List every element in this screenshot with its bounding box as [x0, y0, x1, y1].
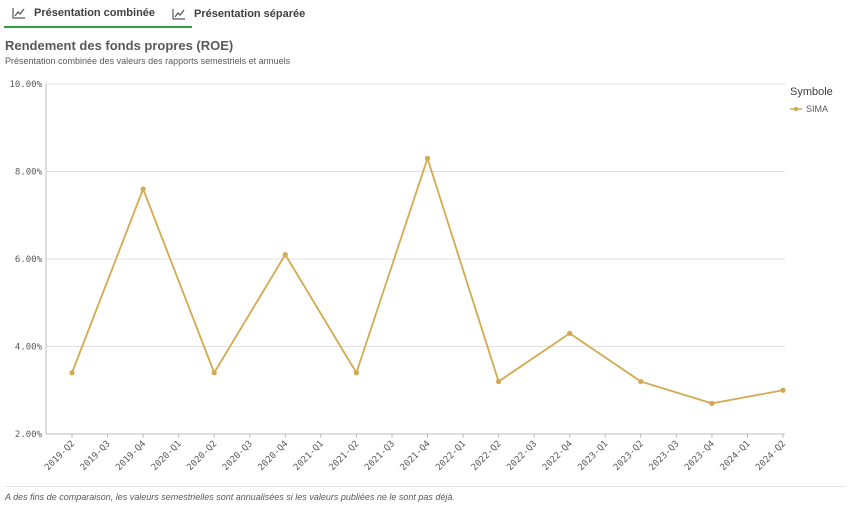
x-tick-label: 2019-Q2	[43, 439, 77, 473]
data-point	[638, 378, 644, 385]
x-tick-label: 2021-Q2	[328, 439, 362, 473]
legend-swatch	[790, 106, 802, 112]
tab-combined-view[interactable]: Présentation combinée	[4, 0, 192, 28]
y-tick-label: 2.00%	[15, 430, 43, 440]
data-point	[211, 370, 217, 376]
x-tick-label: 2021-Q1	[292, 439, 326, 473]
legend-title: Symbole	[790, 86, 833, 98]
x-tick-label: 2022-Q2	[470, 439, 504, 473]
tab-bar: Présentation combinée Présentation sépar…	[0, 0, 850, 30]
x-tick-label: 2020-Q3	[221, 439, 255, 473]
legend-item-sima[interactable]: SIMA	[790, 104, 833, 114]
roe-line-chart[interactable]: 2.00% 4.00% 6.00% 8.00% 10.00% 2019-Q2 2019-Q3…	[0, 70, 790, 480]
footer-note: A des fins de comparaison, les valeurs s…	[5, 486, 845, 502]
y-tick-label: 8.00%	[15, 168, 43, 178]
x-tick-label: 2022-Q1	[434, 439, 468, 473]
data-point	[353, 370, 359, 376]
x-tick-label: 2022-Q3	[505, 439, 539, 473]
x-tick-label: 2023-Q1	[576, 439, 610, 473]
y-tick-label: 6.00%	[15, 255, 43, 265]
x-tick-label: 2023-Q4	[683, 439, 717, 473]
legend: Symbole SIMA	[790, 86, 833, 114]
x-tick-label: 2023-Q3	[648, 439, 682, 473]
data-point	[709, 400, 715, 406]
data-point	[496, 378, 502, 385]
x-tick-label: 2023-Q2	[612, 439, 646, 473]
tab-separate-view[interactable]: Présentation séparée	[170, 0, 340, 28]
data-point	[140, 186, 146, 192]
x-tick-label: 2019-Q3	[79, 439, 113, 473]
x-tick-label: 2020-Q4	[257, 439, 291, 473]
series-line-0	[71, 157, 784, 405]
tab-separate-label: Présentation séparée	[194, 8, 306, 20]
x-tick-label: 2022-Q4	[541, 439, 575, 473]
x-tick-label: 2021-Q3	[363, 439, 397, 473]
chart-subtitle: Présentation combinée des valeurs des ra…	[5, 56, 291, 66]
x-tick-label: 2020-Q1	[150, 439, 184, 473]
data-point	[69, 370, 75, 376]
x-tick-label: 2020-Q2	[185, 439, 219, 473]
y-tick-label: 10.00%	[9, 80, 42, 90]
data-point	[567, 330, 573, 336]
tab-combined-label: Présentation combinée	[34, 7, 156, 19]
line-chart-icon	[12, 8, 25, 19]
x-tick-label: 2021-Q4	[399, 439, 433, 473]
data-point	[780, 387, 786, 393]
legend-item-label: SIMA	[806, 104, 829, 114]
x-tick-label: 2024-Q2	[754, 439, 788, 473]
x-tick-label: 2019-Q4	[114, 439, 148, 473]
x-tick-label: 2024-Q1	[719, 439, 753, 473]
data-point	[424, 155, 431, 161]
chart-title: Rendement des fonds propres (ROE)	[5, 38, 234, 53]
line-chart-icon	[172, 9, 185, 20]
data-point	[282, 252, 288, 258]
y-tick-label: 4.00%	[15, 343, 43, 353]
